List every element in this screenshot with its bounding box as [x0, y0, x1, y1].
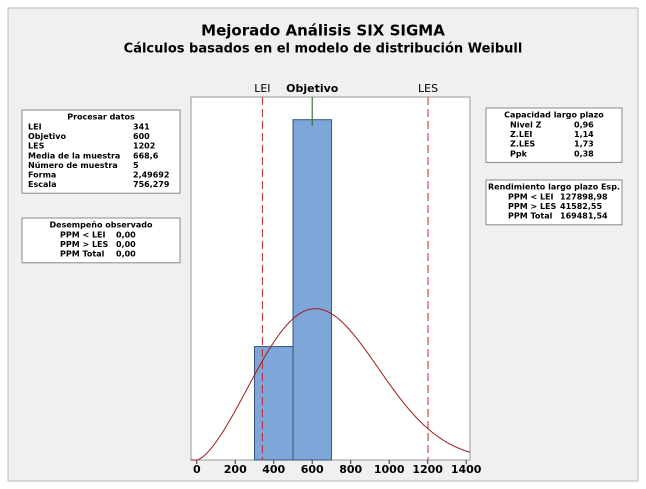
panel-label: LEI: [28, 123, 42, 132]
panel-value: 1,73: [574, 140, 594, 149]
panel-label: Z.LES: [510, 140, 535, 149]
panel-value: 0,96: [574, 121, 594, 130]
panel-value: 127898,98: [560, 193, 608, 202]
panel-label: Forma: [28, 171, 56, 180]
panel-title: Desempeño observado: [50, 221, 153, 230]
panel-value: 0,38: [574, 149, 594, 158]
panel-value: 41582,55: [560, 202, 602, 211]
stats-panel: [21, 109, 181, 194]
panel-label: Objetivo: [28, 132, 66, 141]
panel-label: PPM > LES: [60, 240, 109, 249]
histogram-bar: [292, 119, 332, 461]
x-tick-label: 800: [339, 463, 362, 476]
panel-label: Z.LEI: [510, 130, 532, 139]
panel-label: Ppk: [510, 149, 528, 158]
chart-subtitle: Cálculos basados en el modelo de distrib…: [124, 42, 523, 57]
panel-title: Rendimiento largo plazo Esp.: [488, 183, 620, 192]
panel-value: 756,279: [133, 180, 170, 189]
panel-value: 5: [133, 161, 139, 170]
reference-label: LEI: [254, 82, 270, 95]
fitted-curve: [191, 308, 471, 461]
panel-value: 600: [133, 132, 150, 141]
panel-value: 341: [133, 123, 150, 132]
panel-label: Nivel Z: [510, 121, 542, 130]
x-tick-label: 400: [262, 463, 285, 476]
panel-value: 1,14: [574, 130, 594, 139]
panel-value: 2,49692: [133, 171, 169, 180]
panel-label: PPM Total: [508, 212, 553, 221]
panel-value: 0,00: [116, 231, 136, 240]
panel-label: PPM > LES: [508, 202, 557, 211]
panel-label: Media de la muestra: [28, 151, 120, 160]
x-tick-label: 600: [301, 463, 324, 476]
panel-label: PPM < LEI: [508, 193, 554, 202]
panel-label: PPM < LEI: [60, 231, 106, 240]
chart-title: Mejorado Análisis SIX SIGMA: [201, 22, 445, 40]
panel-title: Procesar datos: [67, 113, 135, 122]
x-tick-label: 1400: [451, 463, 482, 476]
panel-title: Capacidad largo plazo: [504, 111, 604, 120]
reference-label: Objetivo: [286, 82, 339, 95]
panel-label: Escala: [28, 180, 57, 189]
x-tick-label: 1000: [374, 463, 405, 476]
stats-panel: [21, 217, 181, 264]
x-tick-label: 0: [193, 463, 201, 476]
panel-label: Número de muestra: [28, 161, 118, 170]
panel-label: PPM Total: [60, 250, 105, 259]
panel-value: 1202: [133, 142, 155, 151]
x-tick-label: 200: [224, 463, 247, 476]
panel-label: LES: [28, 142, 45, 151]
panel-value: 668,6: [133, 151, 159, 160]
x-tick-label: 1200: [412, 463, 443, 476]
stats-panel: [485, 179, 623, 226]
panel-value: 0,00: [116, 250, 136, 259]
reference-label: LES: [418, 82, 438, 95]
panel-value: 169481,54: [560, 212, 608, 221]
panel-value: 0,00: [116, 240, 136, 249]
stats-panel: [485, 107, 623, 163]
